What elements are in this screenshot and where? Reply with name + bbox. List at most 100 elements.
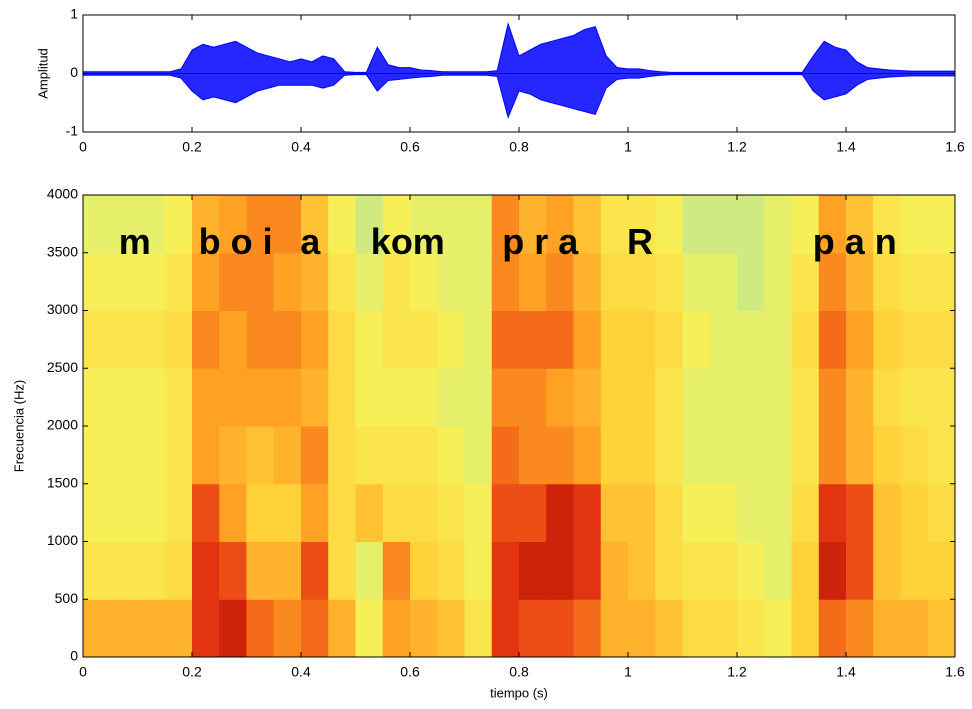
spectrogram-cell bbox=[437, 368, 465, 427]
x-tick-label: 1.4 bbox=[836, 664, 856, 680]
spectrogram-cell bbox=[83, 310, 111, 369]
spectrogram-cell bbox=[709, 599, 738, 658]
spectrogram-cell bbox=[873, 252, 901, 311]
spectrogram-cell bbox=[600, 599, 629, 658]
spectrogram-cell bbox=[192, 483, 220, 542]
spectrogram-cell bbox=[328, 599, 356, 658]
spectrogram-cell bbox=[628, 426, 656, 485]
spectrogram-cell bbox=[519, 541, 547, 600]
spectrogram-cell bbox=[192, 368, 220, 427]
spectrogram-cell bbox=[410, 368, 438, 427]
spectrogram-cell bbox=[546, 483, 574, 542]
phoneme-label: m bbox=[119, 221, 151, 262]
spectrogram-cell bbox=[873, 310, 901, 369]
spectrogram-cell bbox=[600, 541, 629, 600]
y-tick-label: 2500 bbox=[47, 359, 78, 375]
spectrogram-cell bbox=[818, 252, 847, 311]
spectrogram-cell bbox=[764, 426, 792, 485]
spectrogram-cell bbox=[355, 195, 384, 254]
spectrogram-cell bbox=[491, 541, 520, 600]
spectrogram-cell bbox=[709, 252, 738, 311]
spectrogram-cell bbox=[83, 541, 111, 600]
spectrogram-cell bbox=[273, 368, 302, 427]
spectrogram-cell bbox=[818, 483, 847, 542]
spectrogram-cell bbox=[491, 483, 520, 542]
spectrogram-cell bbox=[846, 368, 874, 427]
spectrogram-cell bbox=[927, 252, 956, 311]
spectrogram-cell bbox=[600, 368, 629, 427]
spectrogram-cell bbox=[355, 368, 384, 427]
spectrogram-cell bbox=[900, 368, 929, 427]
spectrogram-cell bbox=[355, 310, 384, 369]
x-tick-label: 1.6 bbox=[945, 139, 965, 155]
spectrogram-cell bbox=[846, 426, 874, 485]
spectrogram-cell bbox=[818, 426, 847, 485]
x-axis-label: tiempo (s) bbox=[490, 685, 548, 700]
spectrogram-cell bbox=[927, 599, 956, 658]
spectrogram-cell bbox=[873, 368, 901, 427]
spectrogram-cell bbox=[464, 483, 493, 542]
spectrogram-cell bbox=[301, 426, 329, 485]
spectrogram-cell bbox=[791, 426, 820, 485]
spectrogram-cell bbox=[873, 483, 901, 542]
spectrogram-cell bbox=[192, 310, 220, 369]
spectrogram-cell bbox=[846, 195, 874, 254]
spectrogram-cell bbox=[410, 310, 438, 369]
spectrogram-cell bbox=[464, 426, 493, 485]
spectrogram-cell bbox=[246, 483, 275, 542]
spectrogram-cell bbox=[164, 541, 193, 600]
spectrogram-cell bbox=[628, 195, 656, 254]
spectrogram-cell bbox=[682, 310, 711, 369]
spectrogram-cell bbox=[737, 252, 765, 311]
y-tick-label: 4000 bbox=[47, 186, 78, 202]
spectrogram-cell bbox=[927, 541, 956, 600]
spectrogram-cell bbox=[164, 195, 193, 254]
spectrogram-cell bbox=[273, 252, 302, 311]
spectrogram-cell bbox=[900, 195, 929, 254]
spectrogram-cell bbox=[464, 368, 493, 427]
spectrogram-cell bbox=[110, 368, 138, 427]
spectrogram-cell bbox=[301, 368, 329, 427]
x-tick-label: 1.4 bbox=[836, 139, 856, 155]
spectrogram-cell bbox=[873, 541, 901, 600]
spectrogram-cell bbox=[219, 541, 247, 600]
spectrogram-cell bbox=[410, 252, 438, 311]
spectrogram-cell bbox=[709, 426, 738, 485]
spectrogram-cell bbox=[737, 368, 765, 427]
spectrogram-cell bbox=[791, 483, 820, 542]
spectrogram-cell bbox=[192, 599, 220, 658]
spectrogram-cell bbox=[709, 310, 738, 369]
spectrogram-cell bbox=[273, 541, 302, 600]
spectrogram-cell bbox=[137, 252, 166, 311]
spectrogram-cell bbox=[219, 252, 247, 311]
y-axis-label: Amplitud bbox=[35, 48, 50, 99]
spectrogram-cell bbox=[273, 310, 302, 369]
spectrogram-cell bbox=[491, 195, 520, 254]
spectrogram-cell bbox=[628, 599, 656, 658]
spectrogram-cell bbox=[655, 541, 683, 600]
spectrogram-cell bbox=[382, 541, 411, 600]
spectrogram-cell bbox=[764, 599, 792, 658]
spectrogram-cell bbox=[764, 483, 792, 542]
waveform-envelope bbox=[82, 73, 956, 119]
spectrogram-cell bbox=[682, 483, 711, 542]
spectrogram-cell bbox=[927, 310, 956, 369]
spectrogram-cell bbox=[273, 483, 302, 542]
spectrogram-cell bbox=[137, 310, 166, 369]
spectrogram-cell bbox=[164, 310, 193, 369]
spectrogram-cell bbox=[137, 195, 166, 254]
y-axis-label: Frecuencia (Hz) bbox=[11, 380, 26, 472]
spectrogram-cell bbox=[628, 541, 656, 600]
spectrogram-cell bbox=[519, 195, 547, 254]
spectrogram-cell bbox=[519, 483, 547, 542]
y-tick-label: 1500 bbox=[47, 474, 78, 490]
spectrogram-cell bbox=[546, 426, 574, 485]
spectrogram-cell bbox=[219, 195, 247, 254]
spectrogram-cell bbox=[192, 426, 220, 485]
spectrogram-cell bbox=[437, 483, 465, 542]
spectrogram-cell bbox=[682, 541, 711, 600]
spectrogram-cell bbox=[137, 541, 166, 600]
spectrogram-cell bbox=[382, 483, 411, 542]
spectrogram-cell bbox=[546, 252, 574, 311]
